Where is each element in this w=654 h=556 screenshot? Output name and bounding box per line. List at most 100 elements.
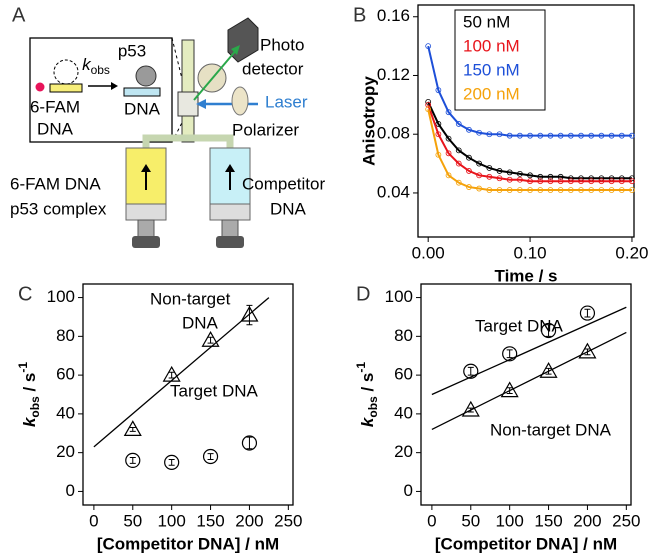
data-point	[539, 362, 558, 378]
y-tick-label: 0.04	[377, 182, 410, 201]
y-label-symbol: k	[20, 416, 39, 427]
data-point	[578, 342, 597, 359]
error-bar	[168, 371, 175, 379]
panel-label: D	[356, 283, 370, 305]
panel-a: A kobs p53 6-FAM DNA DNA	[10, 4, 325, 248]
data-point	[540, 322, 557, 339]
error-bar	[584, 348, 591, 356]
arrow-head	[141, 164, 151, 172]
y-label-subscript: obs	[28, 396, 42, 418]
data-point	[435, 121, 442, 127]
fit-curve	[427, 104, 632, 183]
y-label-unit: / s	[358, 373, 377, 397]
data-point	[455, 160, 462, 167]
x-axis-label: [Competitor DNA] / nM	[435, 534, 617, 553]
y-tick-label: 40	[394, 403, 413, 422]
data-point	[455, 121, 462, 127]
x-tick-label: 150	[534, 511, 562, 530]
emission-arrow	[231, 45, 240, 55]
legend-entry: 200 nM	[463, 84, 520, 103]
polarizer	[231, 86, 249, 116]
data-point	[125, 452, 141, 469]
plot-frame	[82, 283, 294, 506]
y-tick-label: 0.12	[377, 65, 410, 84]
y-axis-label: kobs / s-1	[354, 362, 380, 427]
y-tick-label: 100	[47, 287, 75, 306]
syringe-label: DNA	[270, 199, 307, 218]
y-tick-label: 0	[66, 481, 75, 500]
x-tick-label: 0.20	[615, 243, 648, 262]
x-axis-label: Time / s	[495, 266, 558, 285]
p53-label: p53	[118, 41, 146, 60]
emission-path	[193, 47, 239, 101]
panel-label: B	[353, 4, 366, 26]
syringe-label: Competitor	[242, 174, 325, 193]
series-label: Target DNA	[170, 381, 259, 400]
panel-label: A	[12, 4, 26, 26]
x-tick-label: 0.00	[412, 243, 445, 262]
error-bar	[246, 436, 253, 450]
syringe-rod	[221, 219, 239, 239]
data-point	[425, 99, 432, 105]
laser-label: Laser	[265, 92, 308, 111]
fit-line	[431, 306, 627, 396]
x-tick-label: 200	[573, 511, 601, 530]
error-bar	[129, 426, 136, 432]
dye	[35, 82, 45, 92]
error-bar	[545, 324, 552, 337]
error-bar	[467, 366, 474, 376]
x-tick-label: 100	[495, 511, 523, 530]
kobs-subscript: obs	[91, 63, 110, 77]
kobs-label: kobs	[82, 55, 110, 77]
syringe-plunger	[125, 203, 167, 221]
fit-curve	[427, 45, 632, 137]
x-tick-label: 50	[123, 511, 142, 530]
x-tick-label: 200	[235, 511, 263, 530]
y-label-subscript: obs	[366, 396, 380, 418]
data-point	[445, 135, 452, 142]
data-point	[455, 147, 462, 154]
data-point	[162, 365, 181, 382]
x-axis-label: [Competitor DNA] / nM	[97, 534, 279, 553]
x-tick-label: 100	[157, 511, 185, 530]
data-point	[502, 346, 518, 362]
legend-box	[454, 9, 546, 111]
data-point	[463, 363, 479, 379]
legend-entry: 50 nM	[463, 12, 510, 31]
error-bar	[129, 457, 136, 464]
x-tick-label: 0.10	[514, 243, 547, 262]
y-label-unit: / s	[20, 373, 39, 397]
x-tick-label: 150	[196, 511, 224, 530]
x-tick-label: 0	[89, 511, 98, 530]
error-bar	[207, 336, 214, 344]
arrow-head	[225, 164, 235, 172]
data-point	[445, 150, 452, 157]
y-tick-label: 20	[394, 442, 413, 461]
data-point	[164, 454, 180, 470]
series-label: Non-target DNA	[490, 420, 612, 439]
y-tick-label: 40	[56, 403, 75, 422]
y-tick-label: 0.16	[377, 6, 410, 25]
legend-entry: 100 nM	[463, 36, 520, 55]
data-point	[202, 448, 219, 465]
plot-frame	[420, 283, 632, 506]
y-tick-label: 0	[404, 481, 413, 500]
y-label-superscript: -1	[354, 362, 368, 373]
series-label: Target DNA	[475, 316, 564, 335]
data-point	[123, 420, 142, 436]
data-point	[241, 435, 258, 451]
fit-line	[93, 297, 270, 448]
x-tick-label: 50	[461, 511, 480, 530]
data-point	[201, 331, 220, 347]
photodetector-label: detector	[242, 59, 304, 78]
dna-label: DNA	[37, 119, 74, 138]
legend-entry: 150 nM	[463, 60, 520, 79]
arrow-head	[111, 82, 118, 90]
data-point	[579, 305, 596, 321]
y-label-symbol: k	[358, 416, 377, 427]
x-tick-label: 250	[274, 511, 302, 530]
data-point	[500, 381, 519, 398]
error-bar	[506, 387, 513, 395]
fit-curve	[427, 109, 632, 192]
